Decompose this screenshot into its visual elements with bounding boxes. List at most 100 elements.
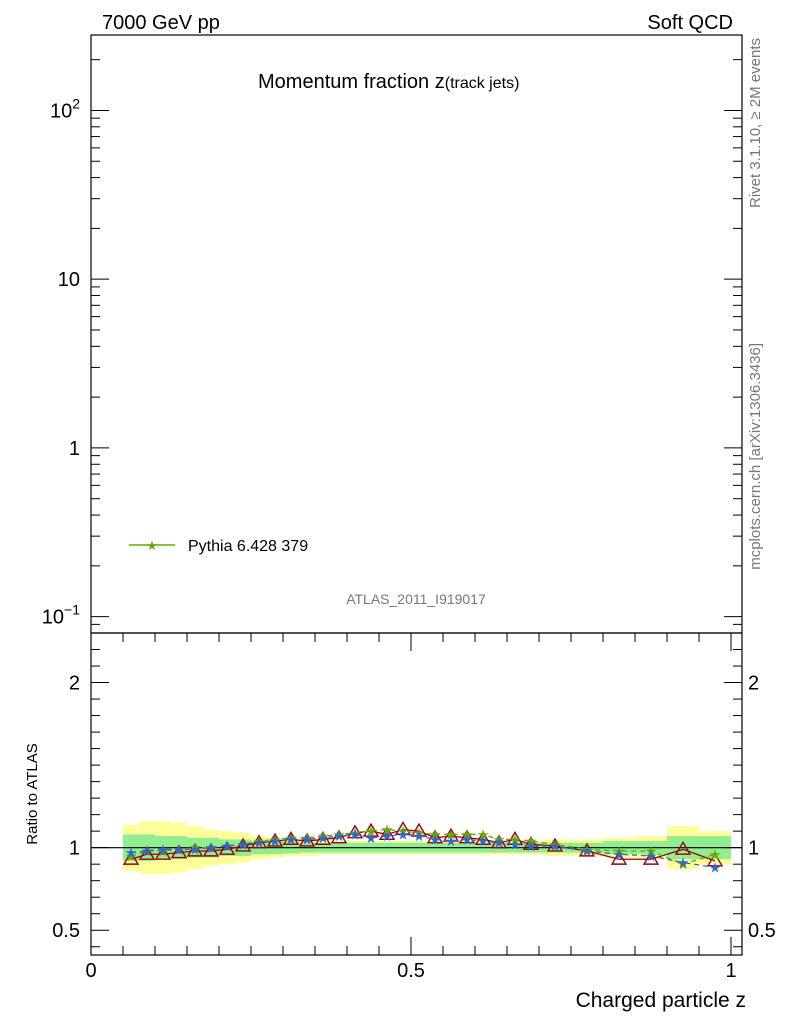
- triangle-marker: [330, 829, 348, 844]
- star-marker: ★: [285, 831, 298, 847]
- star-marker: ★: [269, 833, 282, 849]
- star-marker: ★: [333, 828, 346, 844]
- analysis-label: ATLAS_2011_I919017: [346, 591, 486, 607]
- x-axis-label: Charged particle z: [576, 989, 746, 1012]
- energy-label: 7000 GeV pp: [102, 12, 220, 34]
- star-marker: ★: [141, 843, 154, 859]
- ratio-y-tick-label-left: 2: [69, 673, 80, 695]
- ratio-series: ★ ★ ★ ★ ★ ★ ★ ★ ★ ★ ★ ★ ★ ★ ★ ★ ★ ★ ★ ★ ★ ★ ★ ★ ★ ★ ★ ★ ★ ★★★★ ★ ★ ★ ★ ★ ★ ★…: [122, 821, 724, 875]
- star-marker: ★: [317, 828, 330, 844]
- star-marker: ★: [413, 828, 426, 844]
- star-marker: ★: [349, 825, 362, 841]
- star-marker: ★: [493, 835, 506, 851]
- triangle-marker: [362, 822, 380, 837]
- source-label: mcplots.cern.ch [arXiv:1306.3436]: [747, 343, 764, 570]
- star-marker: ★: [253, 835, 266, 851]
- ratio-y-tick-label-left: 0.5: [52, 920, 80, 942]
- triangle-marker: [186, 842, 204, 857]
- star-marker: ★: [301, 830, 314, 846]
- triangle-marker: [490, 834, 508, 849]
- triangle-marker: [506, 831, 524, 846]
- y-tick-label: 102: [50, 95, 80, 122]
- triangle-marker: [250, 834, 268, 849]
- star-marker: ★: [253, 833, 266, 849]
- star-marker: ★: [173, 841, 186, 857]
- star-marker: ★: [445, 833, 458, 849]
- star-marker: ★: [189, 840, 202, 856]
- star-marker: ★: [221, 838, 234, 854]
- star-marker: ★: [269, 831, 282, 847]
- star-marker: ★: [365, 830, 378, 846]
- ratio-plot-frame: [90, 632, 743, 956]
- star-marker: ★: [333, 826, 346, 842]
- x-tick-label: 1: [725, 960, 736, 982]
- x-tick-label: 0: [85, 960, 96, 982]
- star-marker: ★: [157, 841, 170, 857]
- star-marker: ★: [477, 826, 490, 842]
- y-axis-label: Ratio to ATLAS: [24, 743, 41, 844]
- triangle-marker: [122, 850, 140, 865]
- triangle-marker: [522, 835, 540, 850]
- star-marker: ★: [509, 836, 522, 852]
- star-marker: ★: [189, 841, 202, 857]
- star-marker: ★: [365, 823, 378, 839]
- star-marker: ★: [613, 846, 626, 862]
- ratio-y-tick-label-right: 0.5: [748, 920, 776, 942]
- star-marker: ★: [205, 840, 218, 856]
- legend-star-icon: ★: [146, 538, 158, 553]
- triangle-marker: [218, 840, 236, 855]
- star-marker: ★: [301, 831, 314, 847]
- star-marker: ★: [205, 840, 218, 856]
- star-marker: ★: [709, 846, 722, 862]
- star-marker: ★: [709, 859, 722, 875]
- triangle-marker: [170, 844, 188, 859]
- triangle-marker: [266, 832, 284, 847]
- triangle-marker: [610, 850, 628, 865]
- triangle-marker: [154, 845, 172, 860]
- y-tick-label: 1: [69, 438, 80, 460]
- star-marker: ★: [645, 843, 658, 859]
- rivet-label: Rivet 3.1.10, ≥ 2M events: [747, 38, 764, 208]
- star-marker: ★: [237, 836, 250, 852]
- triangle-marker: [426, 829, 444, 844]
- star-marker: ★: [677, 856, 690, 872]
- star-marker: ★: [509, 831, 522, 847]
- star-marker: ★: [549, 838, 562, 854]
- star-marker: ★: [645, 848, 658, 864]
- star-marker: ★: [429, 826, 442, 842]
- triangle-marker: [546, 837, 564, 852]
- star-marker: ★: [157, 843, 170, 859]
- ratio-axes: 0.5 0.51 12 20 0.5 1: [52, 632, 776, 982]
- star-marker: ★: [381, 822, 394, 838]
- star-marker: ★: [461, 826, 474, 842]
- triangle-marker: [674, 840, 692, 855]
- process-label: Soft QCD: [647, 12, 733, 34]
- series-line: [130, 833, 716, 869]
- ratio-y-tick-label-left: 1: [69, 838, 80, 860]
- chart-title: Momentum fraction z(track jets): [258, 71, 519, 93]
- star-marker: ★: [461, 831, 474, 847]
- star-marker: ★: [285, 830, 298, 846]
- star-marker: ★: [677, 855, 690, 871]
- y-tick-label: 10−1: [42, 602, 80, 629]
- triangle-marker: [642, 850, 660, 865]
- ratio-panel: ★ ★ ★ ★ ★ ★ ★ ★ ★ ★ ★ ★ ★ ★ ★ ★ ★ ★ ★ ★ ★ ★ ★ ★ ★ ★ ★ ★ ★ ★★★★ ★ ★ ★ ★ ★ ★ ★…: [24, 632, 776, 1012]
- triangle-marker: [202, 842, 220, 857]
- main-y-axis: 10−1 1 10 102: [42, 59, 742, 634]
- triangle-marker: [706, 852, 724, 867]
- main-panel: 10−1 1 10 102 Momentum fraction z(track jet…: [42, 34, 743, 634]
- triangle-marker: [458, 829, 476, 844]
- star-marker: ★: [141, 843, 154, 859]
- star-marker: ★: [221, 838, 234, 854]
- star-marker: ★: [581, 843, 594, 859]
- triangle-marker: [378, 826, 396, 841]
- star-marker: ★: [445, 826, 458, 842]
- star-marker: ★: [349, 826, 362, 842]
- legend-entry-label: Pythia 6.428 379: [188, 538, 308, 555]
- y-tick-label: 10: [58, 269, 80, 291]
- star-marker: ★: [429, 831, 442, 847]
- triangle-marker: [346, 824, 364, 839]
- triangle-marker: [138, 845, 156, 860]
- star-marker: ★: [317, 830, 330, 846]
- star-marker: ★: [525, 838, 538, 854]
